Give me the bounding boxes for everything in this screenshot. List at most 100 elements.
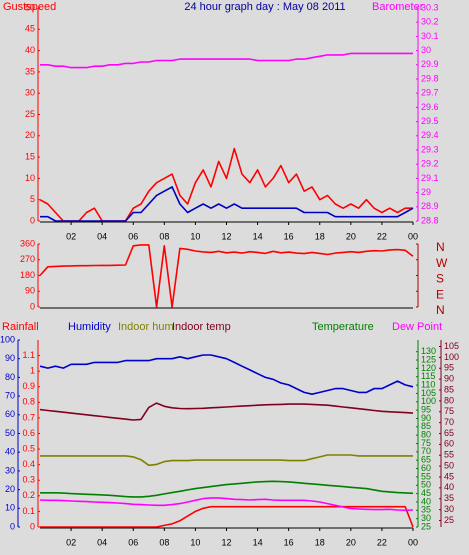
y-tick-label: 30 [421,45,431,55]
y-tick-label: 45 [444,471,454,481]
y-tick-label: 50 [421,480,431,490]
y-tick-label: 28.8 [421,215,439,225]
x-tick-label: 00 [408,537,418,547]
x-tick-label: 18 [315,231,325,241]
y-tick-label: 100 [421,396,436,406]
series-line [40,480,414,498]
y-tick-label: 70 [421,446,431,456]
y-tick-label: 75 [421,438,431,448]
y-tick-label: 0 [30,215,35,225]
y-tick-label: 65 [421,455,431,465]
y-tick-label: 30 [444,504,454,514]
series-line [40,505,414,528]
y-tick-label: 45 [25,24,35,34]
y-tick-label: 15 [25,151,35,161]
y-tick-label: 50 [5,428,15,438]
x-tick-label: 14 [253,231,263,241]
x-tick-label: 04 [97,537,107,547]
y-tick-label: 130 [421,346,436,356]
y-tick-label: 35 [25,66,35,76]
y-tick-label: E [436,287,444,301]
y-tick-label: 95 [421,405,431,415]
y-tick-label: 0.5 [22,443,35,453]
chart-title: 24 hour graph day : May 08 2011 [184,1,345,13]
x-tick-label: 00 [408,231,418,241]
y-tick-label: 270 [20,254,35,264]
y-tick-label: 10 [25,173,35,183]
y-tick-label: 105 [444,341,459,351]
legend-label: Dew Point [392,321,442,333]
y-tick-label: 360 [20,238,35,248]
x-tick-label: 20 [346,231,356,241]
x-tick-label: 12 [221,231,231,241]
x-tick-label: 22 [377,537,387,547]
y-tick-label: 80 [444,395,454,405]
x-tick-label: 06 [128,537,138,547]
y-tick-label: 0.6 [22,428,35,438]
y-tick-label: 28.9 [421,201,439,211]
y-tick-label: 45 [421,488,431,498]
x-tick-label: 16 [284,231,294,241]
y-tick-label: 95 [444,363,454,373]
y-tick-label: 35 [421,505,431,515]
y-tick-label: 85 [421,421,431,431]
y-tick-label: 80 [5,372,15,382]
y-tick-label: 0.7 [22,412,35,422]
y-tick-label: 0.4 [22,459,35,469]
y-tick-label: 80 [421,430,431,440]
series-line [39,244,414,308]
y-tick-label: 0 [10,521,15,531]
y-tick-label: 65 [444,428,454,438]
y-tick-label: 0.9 [22,381,35,391]
x-tick-label: 02 [66,537,76,547]
legend-label: Temperature [312,321,374,333]
y-tick-label: 30.3 [421,2,439,12]
y-tick-label: 55 [444,450,454,460]
y-tick-label: 1 [30,366,35,376]
y-tick-label: 5 [30,194,35,204]
x-tick-label: 18 [315,537,325,547]
x-tick-label: 04 [97,231,107,241]
y-tick-label: 40 [421,496,431,506]
y-tick-label: 25 [25,109,35,119]
y-tick-label: 90 [5,353,15,363]
series-line [40,52,413,69]
y-tick-label: 0.8 [22,397,35,407]
x-tick-label: 22 [377,231,387,241]
series-line [40,186,414,222]
y-tick-label: 0.1 [22,506,35,516]
y-tick-label: 35 [444,493,454,503]
legend-label: Indoor hum [118,321,174,333]
y-tick-label: 29 [421,187,431,197]
y-tick-label: 90 [444,374,454,384]
y-tick-label: 20 [25,130,35,140]
x-tick-label: 08 [159,231,169,241]
x-tick-label: 02 [66,231,76,241]
y-tick-label: S [436,272,444,286]
y-tick-label: 50 [444,460,454,470]
y-tick-label: 90 [421,413,431,423]
x-tick-label: 10 [190,231,200,241]
y-tick-label: 29.4 [421,130,439,140]
y-tick-label: N [436,303,445,317]
y-tick-label: W [436,256,448,270]
series-line [39,402,414,421]
y-tick-label: 29.6 [421,102,439,112]
y-tick-label: 29.2 [421,159,439,169]
y-tick-label: 125 [421,354,436,364]
y-tick-label: 40 [25,45,35,55]
y-tick-label: 29.8 [421,73,439,83]
y-tick-label: 1.1 [22,350,35,360]
y-tick-label: 180 [20,270,35,280]
y-tick-label: 115 [421,371,435,381]
y-tick-label: 29.7 [421,88,439,98]
x-tick-label: 20 [346,537,356,547]
y-tick-label: 25 [444,515,454,525]
y-tick-label: 30 [421,513,431,523]
y-tick-label: 10 [5,503,15,513]
y-tick-label: 25 [421,521,431,531]
y-tick-label: 30 [5,465,15,475]
y-tick-label: 120 [421,363,436,373]
y-tick-label: 55 [421,471,431,481]
